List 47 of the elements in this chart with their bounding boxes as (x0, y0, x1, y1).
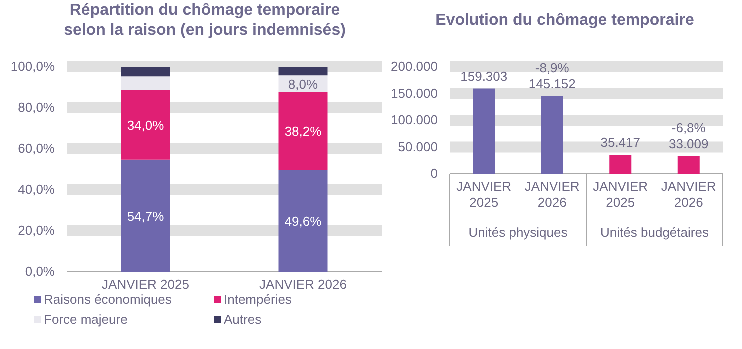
x-tick-label: JANVIER 2025 (102, 277, 190, 292)
text: Unités physiques (468, 225, 568, 240)
data-label: 159.303 (460, 68, 508, 84)
data-label: 49,6% (284, 214, 322, 230)
x-tick-label: JANVIER 2025 (593, 179, 648, 210)
y-tick-label: 60,0% (18, 141, 56, 156)
legend-label: Autres (224, 312, 262, 327)
bar (541, 96, 564, 174)
text: Unités budgétaires (600, 225, 710, 240)
x-tick-label: JANVIER 2025 (456, 179, 512, 210)
legend-label: Intempéries (224, 292, 292, 307)
data-label: 34,0% (127, 118, 165, 134)
bar (121, 76, 170, 90)
bar (278, 67, 328, 76)
data-label: 35.417 (600, 135, 641, 150)
bar (678, 156, 700, 174)
y-tick-label: 100.000 (391, 112, 438, 128)
chart-title: Répartition du chômage temporaire selon la raison (en jours indemnisés) (64, 2, 346, 39)
bar (278, 92, 328, 170)
data-label: 33.009 (668, 136, 709, 152)
x-tick-label: JANVIER 2026 (661, 179, 716, 210)
y-tick-label: 0 (430, 166, 438, 182)
bar (610, 155, 632, 174)
legend-label: Force majeure (44, 312, 128, 327)
chart-title: Evolution du chômage temporaire (436, 12, 694, 29)
data-label: 8,0% (288, 76, 318, 92)
x-tick-label: JANVIER 2026 (260, 277, 347, 292)
y-tick-label: 100,0% (10, 59, 56, 74)
y-tick-label: 20,0% (18, 223, 56, 238)
bar (473, 88, 496, 174)
bar (121, 160, 170, 272)
y-tick-label: 0,0% (25, 264, 56, 280)
y-tick-label: 200.000 (391, 59, 438, 74)
data-label: 38,2% (284, 124, 322, 140)
y-tick-label: 50.000 (398, 139, 438, 154)
data-label: 54,7% (127, 208, 165, 224)
x-tick-label: JANVIER 2026 (524, 179, 580, 210)
data-label: 145.152 (528, 76, 576, 92)
bar (121, 90, 170, 160)
y-tick-label: 80,0% (18, 100, 56, 116)
y-tick-label: 40,0% (18, 182, 56, 198)
bar (278, 170, 328, 272)
bar (121, 67, 170, 77)
annotation: -8,9% (535, 60, 570, 76)
legend-label: Raisons économiques (44, 292, 172, 307)
annotation: -6,8% (672, 120, 706, 136)
y-tick-label: 150.000 (391, 86, 438, 101)
